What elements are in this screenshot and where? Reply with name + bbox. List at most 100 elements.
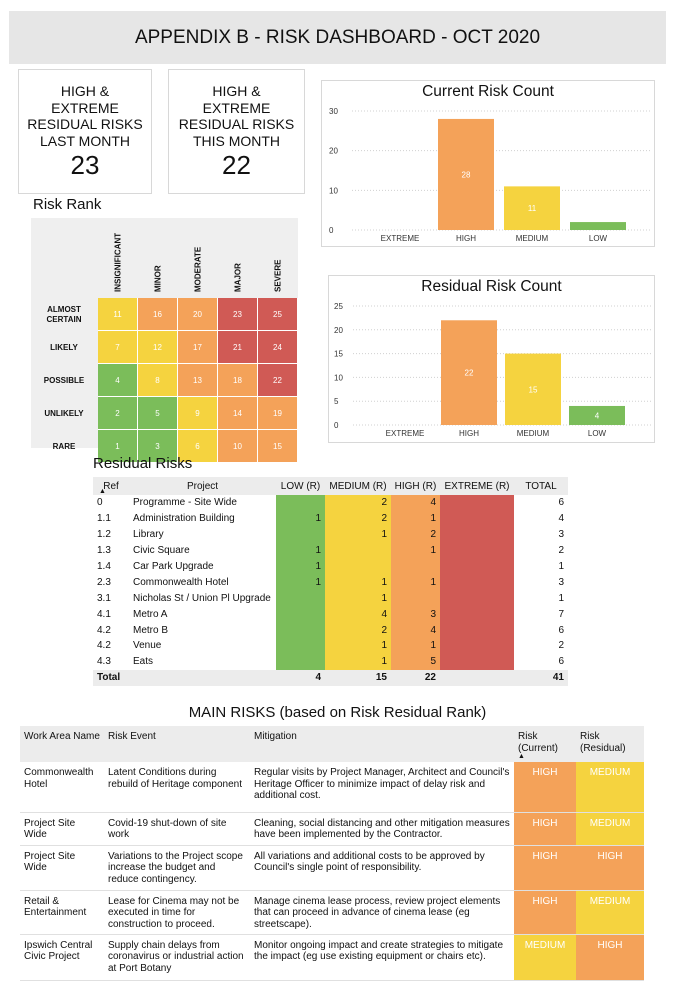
y-tick-label: 15: [334, 350, 343, 359]
table-cell: 1: [391, 510, 440, 527]
table-cell: 0: [97, 497, 103, 509]
table-cell: 1: [325, 638, 391, 654]
matrix-column-label: MINOR: [153, 265, 163, 292]
table-row: Retail & Entertainment Lease for Cinema m…: [20, 890, 644, 935]
kpi-label-line: HIGH &: [60, 83, 110, 99]
x-category-label: LOW: [588, 429, 607, 438]
table-cell: 1: [276, 542, 325, 559]
table-cell: [325, 542, 391, 559]
table-cell: 41: [514, 669, 568, 686]
page-title: APPENDIX B - RISK DASHBOARD - OCT 2020: [9, 11, 666, 64]
column-header-risk-current[interactable]: Risk (Current) ▲: [514, 726, 576, 762]
bar-data-label: 15: [529, 385, 538, 394]
matrix-cell: 10: [218, 430, 258, 463]
x-category-label: LOW: [589, 234, 608, 243]
table-cell: 1: [325, 526, 391, 543]
table-cell: 1.1: [97, 513, 111, 525]
risk-rank-title: Risk Rank: [33, 196, 102, 213]
y-tick-label: 25: [334, 302, 343, 311]
kpi-value: 22: [222, 150, 251, 180]
bar[interactable]: [505, 353, 561, 425]
column-header-low[interactable]: LOW (R): [276, 477, 325, 495]
x-category-label: HIGH: [459, 429, 479, 438]
column-header-project[interactable]: Project: [129, 477, 276, 495]
table-cell: 1: [391, 542, 440, 559]
sort-up-icon[interactable]: ▲: [99, 488, 106, 495]
table-cell: [440, 669, 514, 686]
matrix-row-label: ALMOST: [47, 304, 81, 314]
matrix-cell: 5: [138, 397, 178, 430]
column-header-mitigation[interactable]: Mitigation: [250, 726, 514, 762]
table-cell: 1: [276, 510, 325, 527]
matrix-cell: 1: [98, 430, 138, 463]
matrix-cell: 11: [98, 298, 138, 331]
risk-mitigation-cell: Manage cinema lease process, review proj…: [250, 890, 514, 935]
table-cell: 1: [325, 653, 391, 670]
table-cell: [440, 590, 514, 607]
table-cell: [325, 558, 391, 575]
residual-risk-chart-svg: 0 5 10 15 20 25 EXTREME 22 HIGH 15 MEDIUM 4 LOW: [334, 302, 651, 438]
risk-current-cell: HIGH: [514, 812, 576, 846]
column-header-high[interactable]: HIGH (R): [391, 477, 440, 495]
table-cell: 4: [325, 606, 391, 623]
matrix-cell: 16: [138, 298, 178, 331]
y-tick-label: 20: [329, 147, 338, 156]
matrix-cell: 2: [98, 397, 138, 430]
kpi-last-month: HIGH & EXTREME RESIDUAL RISKS LAST MONTH…: [18, 69, 152, 194]
table-cell: Library: [133, 529, 164, 541]
matrix-cell: 12: [138, 331, 178, 364]
matrix-cell: 15: [258, 430, 298, 463]
bar[interactable]: [504, 186, 560, 230]
residual-risk-chart: Residual Risk Count 0 5 10 15 20 25 EXTREME 22 H…: [328, 275, 655, 443]
bar-data-label: 11: [528, 204, 537, 213]
bar[interactable]: [441, 320, 497, 425]
sort-up-icon[interactable]: ▲: [518, 753, 525, 760]
risk-mitigation-cell: Regular visits by Project Manager, Archi…: [250, 762, 514, 813]
table-cell: 3: [558, 529, 564, 541]
bar[interactable]: [569, 405, 625, 425]
table-cell: [440, 495, 514, 511]
table-cell: 1: [558, 592, 564, 604]
table-cell: Programme - Site Wide: [133, 497, 237, 509]
bar-data-label: 28: [462, 170, 471, 179]
table-row: 1.2 Library 1 2 3: [93, 526, 568, 543]
column-header-total[interactable]: TOTAL: [514, 477, 568, 495]
table-cell: 1: [391, 574, 440, 591]
kpi-label-line: EXTREME: [51, 99, 119, 116]
table-cell: 15: [325, 669, 391, 686]
table-cell: 22: [391, 669, 440, 686]
risk-area-cell: Commonwealth Hotel: [20, 762, 104, 813]
matrix-row-label: POSSIBLE: [43, 375, 85, 385]
residual-risks-title: Residual Risks: [93, 455, 193, 472]
table-cell: [129, 669, 276, 686]
bar[interactable]: [438, 118, 494, 230]
column-header-ref[interactable]: Ref ▲: [93, 477, 129, 495]
matrix-column-header: SEVERE: [258, 224, 298, 294]
risk-event-cell: Covid-19 shut-down of site work: [104, 812, 250, 846]
matrix-cell: 21: [218, 331, 258, 364]
table-row: 4.3 Eats 1 5 6: [93, 653, 568, 670]
matrix-row-header: ALMOST CERTAIN: [33, 305, 95, 325]
column-header-risk-residual[interactable]: Risk (Residual): [576, 726, 644, 762]
table-cell: Total: [93, 669, 129, 686]
table-cell: 2: [325, 510, 391, 527]
column-header-risk-event[interactable]: Risk Event: [104, 726, 250, 762]
matrix-cell: 13: [178, 364, 218, 397]
matrix-row-label: RARE: [52, 441, 76, 451]
risk-event-cell: Supply chain delays from coronavirus or …: [104, 934, 250, 981]
y-tick-label: 5: [334, 397, 339, 406]
table-cell: 3: [391, 606, 440, 623]
risk-mitigation-cell: Cleaning, social distancing and other mi…: [250, 812, 514, 846]
column-header-extreme[interactable]: EXTREME (R): [440, 477, 514, 495]
column-header-work-area[interactable]: Work Area Name: [20, 726, 104, 762]
matrix-cell: 24: [258, 331, 298, 364]
x-category-label: MEDIUM: [516, 234, 549, 243]
risk-current-cell: HIGH: [514, 845, 576, 891]
table-cell: [391, 558, 440, 575]
risk-area-cell: Project Site Wide: [20, 812, 104, 846]
x-category-label: EXTREME: [386, 429, 425, 438]
bar[interactable]: [570, 222, 626, 230]
kpi-label-line: RESIDUAL RISKS: [27, 116, 143, 132]
column-header-medium[interactable]: MEDIUM (R): [325, 477, 391, 495]
table-cell: 1: [325, 574, 391, 591]
